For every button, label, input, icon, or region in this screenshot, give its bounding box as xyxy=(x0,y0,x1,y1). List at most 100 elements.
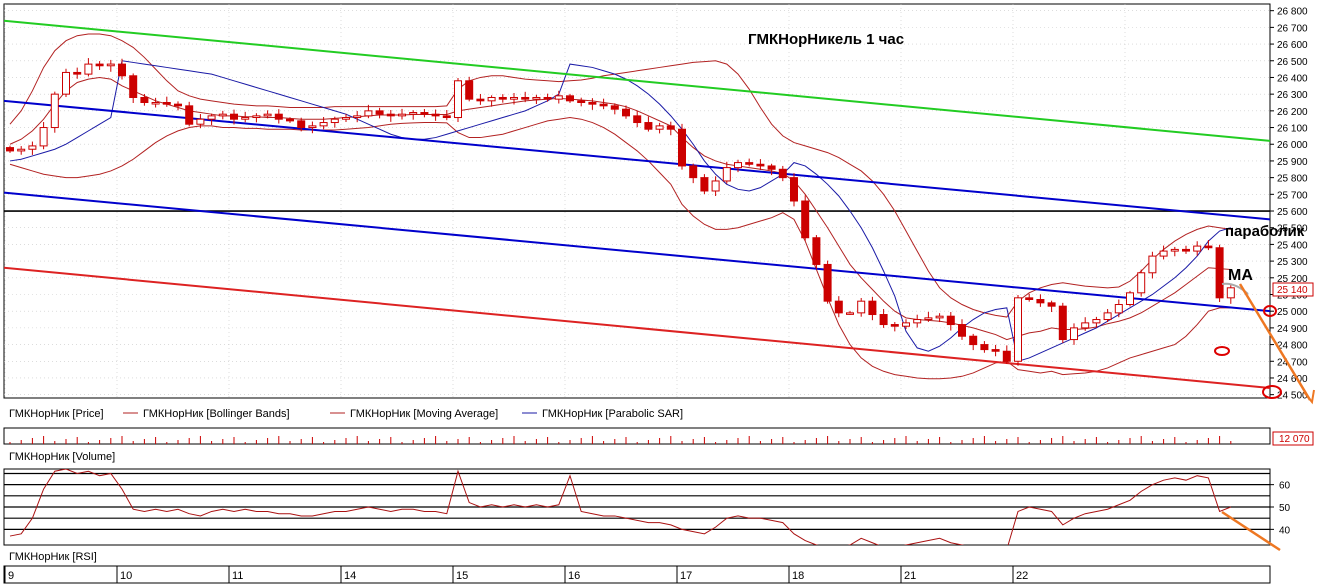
candle-body xyxy=(812,237,821,265)
price-y-tick-label: 26 700 xyxy=(1277,23,1308,34)
candle-body xyxy=(386,113,395,117)
candle-body xyxy=(700,177,709,192)
candle-body xyxy=(1103,312,1112,321)
forecast-arrow-price xyxy=(1238,283,1312,401)
price-y-tick-label: 25 700 xyxy=(1277,190,1308,201)
price-y-tick-label: 25 900 xyxy=(1277,157,1308,168)
candle-body xyxy=(1148,255,1157,274)
candle-body xyxy=(118,63,126,77)
parabolic-sar-line xyxy=(9,60,1231,362)
circle-marker-24550 xyxy=(1262,385,1282,399)
candle-body xyxy=(364,110,373,117)
forecast-arrow-rsi xyxy=(1221,510,1281,552)
candle-body xyxy=(1215,247,1224,299)
price-y-tick-label: 25 200 xyxy=(1277,274,1308,285)
time-axis-day-label: 10 xyxy=(120,570,132,582)
candle-body xyxy=(50,93,59,129)
current-price-box xyxy=(1272,282,1314,297)
legend: ГМКНорНик [Price] ГМКНорНик [Bollinger B… xyxy=(9,408,683,420)
candle-body xyxy=(330,118,339,124)
candle-body xyxy=(834,300,843,314)
candle-body xyxy=(868,300,877,316)
price-y-axis: 24 500 24 600 24 700 24 800 24 900 25 000 25 1… xyxy=(1270,7,1308,402)
volume-plot-frame xyxy=(3,427,1271,445)
candle-body xyxy=(790,177,798,202)
rsi-panel: 40 50 60 ГМКНорНик [RSI] xyxy=(3,468,1291,563)
candle-body xyxy=(140,96,149,103)
candle-body xyxy=(6,147,14,152)
price-y-tick-label: 25 300 xyxy=(1277,257,1308,268)
candle-body xyxy=(319,122,328,127)
candle-body xyxy=(801,200,810,239)
rsi-y-tick-label: 40 xyxy=(1279,525,1291,536)
candle-body xyxy=(958,324,966,337)
current-price-label: 25 140 xyxy=(1277,285,1308,296)
candle-body xyxy=(521,96,530,100)
candle-body xyxy=(1204,245,1213,249)
candle-body xyxy=(286,118,294,122)
candle-body xyxy=(1193,245,1202,252)
time-axis-day-label: 9 xyxy=(8,570,14,582)
annotation-parabolik: параболик xyxy=(1225,223,1305,240)
bollinger-upper-band xyxy=(9,33,1231,318)
candle-body xyxy=(1159,250,1168,257)
candle-body xyxy=(1092,319,1101,324)
time-axis-day-label: 21 xyxy=(904,570,916,582)
candle-body xyxy=(1002,350,1011,362)
price-y-tick-label: 25 800 xyxy=(1277,174,1308,185)
rsi-y-tick-label: 50 xyxy=(1279,503,1291,514)
candle-body xyxy=(1058,305,1067,341)
candle-body xyxy=(678,128,686,167)
candle-body xyxy=(1047,302,1056,307)
candle-body xyxy=(554,95,563,100)
candle-body xyxy=(174,103,182,107)
candle-body xyxy=(935,315,944,319)
candle-body xyxy=(823,263,832,302)
candle-body xyxy=(566,95,574,102)
price-y-tick-label: 26 100 xyxy=(1277,124,1308,135)
candle-body xyxy=(1025,297,1034,300)
price-y-tick-label: 26 400 xyxy=(1277,73,1308,84)
candle-body xyxy=(543,96,552,100)
price-y-tick-label: 25 500 xyxy=(1277,224,1308,235)
time-axis-day-label: 22 xyxy=(1016,570,1028,582)
candle-body xyxy=(442,115,451,119)
chart-title: ГМКНорНикель 1 час xyxy=(748,31,904,48)
candle-body xyxy=(622,108,630,117)
candle-body xyxy=(129,75,138,98)
price-y-tick-label: 25 600 xyxy=(1277,207,1308,218)
candle-body xyxy=(106,63,115,67)
candle-body xyxy=(73,71,82,75)
candle-body xyxy=(218,113,227,117)
candle-body xyxy=(890,324,899,327)
trendline-3 xyxy=(4,191,1270,313)
candle-body xyxy=(767,165,776,170)
candle-body xyxy=(342,117,350,120)
candle-body xyxy=(577,100,586,103)
candle-body xyxy=(734,162,742,169)
volume-series-label: ГМКНорНик [Volume] xyxy=(9,451,115,463)
candle-body xyxy=(39,127,48,147)
current-price-tag: 25 140 xyxy=(1272,282,1314,297)
candle-body xyxy=(745,162,754,165)
candle-body xyxy=(655,125,664,130)
time-axis-day-label: 11 xyxy=(232,570,243,582)
trendline-1 xyxy=(4,19,1270,142)
price-y-tick-label: 26 300 xyxy=(1277,90,1308,101)
candle-body xyxy=(846,312,854,315)
time-axis: 9 10 11 14 15 16 17 18 21 22 xyxy=(3,565,1271,584)
candle-body xyxy=(498,96,507,100)
rsi-y-axis: 40 50 60 xyxy=(1270,481,1291,536)
time-axis-day-label: 16 xyxy=(568,570,580,582)
candle-body xyxy=(689,165,698,179)
time-axis-day-label: 18 xyxy=(792,570,804,582)
candle-body xyxy=(532,96,541,100)
candle-body xyxy=(308,125,317,129)
candle-body xyxy=(924,317,933,321)
candle-body xyxy=(991,349,1000,352)
candle-body xyxy=(913,319,922,324)
candle-body xyxy=(196,118,205,125)
candle-body xyxy=(1114,304,1123,314)
time-axis-day-label: 15 xyxy=(456,570,468,582)
